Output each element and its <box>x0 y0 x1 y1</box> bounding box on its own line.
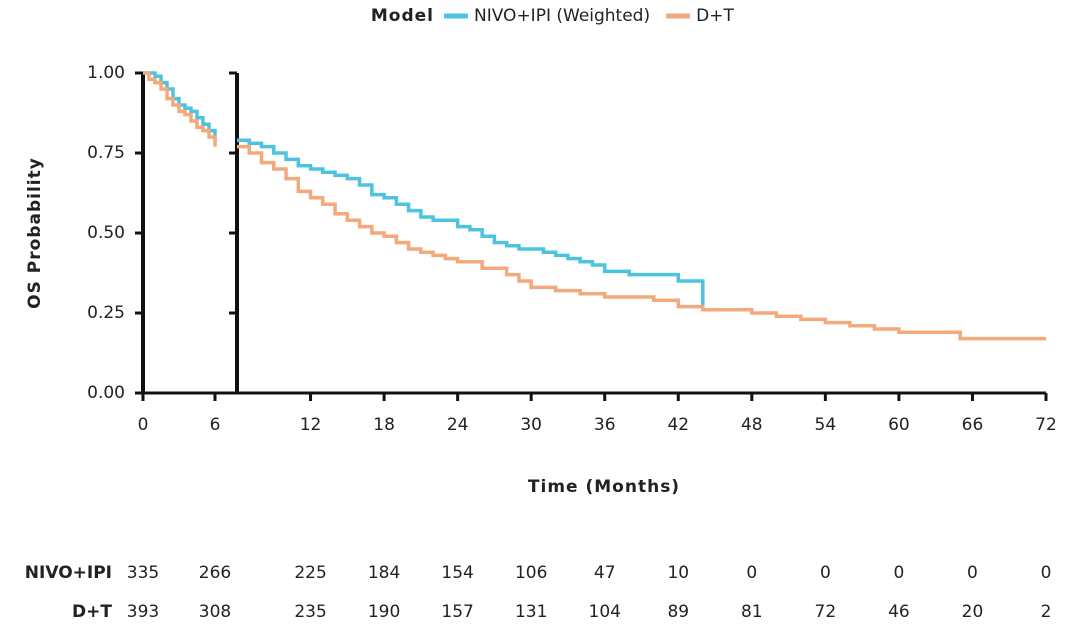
x-tick-label: 24 <box>447 415 469 435</box>
x-tick-label: 66 <box>962 415 984 435</box>
legend-label: D+T <box>696 6 734 26</box>
risk-count: 72 <box>815 602 837 622</box>
x-tick-label: 30 <box>520 415 542 435</box>
x-tick-label: 72 <box>1035 415 1057 435</box>
risk-count: 225 <box>294 563 326 583</box>
legend-label: NIVO+IPI (Weighted) <box>474 6 650 26</box>
survival-curve <box>237 138 752 312</box>
risk-count: 106 <box>515 563 547 583</box>
risk-count: 2 <box>1041 602 1052 622</box>
y-tick-label: 0.50 <box>87 223 125 243</box>
x-tick-label: 18 <box>373 415 395 435</box>
y-axis-title: OS Probability <box>25 157 45 309</box>
risk-count: 154 <box>441 563 473 583</box>
x-tick-label: 42 <box>667 415 689 435</box>
risk-count: 10 <box>667 563 689 583</box>
risk-count: 81 <box>741 602 763 622</box>
risk-row-label: NIVO+IPI <box>25 563 112 583</box>
risk-count: 266 <box>199 563 231 583</box>
x-tick-label: 0 <box>138 415 149 435</box>
x-tick-label: 6 <box>210 415 221 435</box>
survival-curve <box>143 71 217 141</box>
x-tick-label: 48 <box>741 415 763 435</box>
y-tick-label: 1.00 <box>87 63 125 83</box>
legend-title: Model <box>371 6 434 26</box>
y-tick-label: 0.00 <box>87 383 125 403</box>
x-tick-label: 36 <box>594 415 616 435</box>
risk-count: 47 <box>594 563 616 583</box>
x-tick-label: 54 <box>815 415 837 435</box>
risk-count: 20 <box>962 602 984 622</box>
risk-count: 0 <box>820 563 831 583</box>
risk-count: 0 <box>746 563 757 583</box>
x-tick-label: 60 <box>888 415 910 435</box>
risk-count: 393 <box>127 602 159 622</box>
risk-count: 335 <box>127 563 159 583</box>
risk-count: 104 <box>589 602 621 622</box>
risk-count: 0 <box>1041 563 1052 583</box>
risk-count: 308 <box>199 602 231 622</box>
y-tick-label: 0.25 <box>87 303 125 323</box>
x-tick-label: 12 <box>300 415 322 435</box>
risk-row-label: D+T <box>72 602 112 622</box>
risk-count: 157 <box>441 602 473 622</box>
survival-curve <box>143 71 217 147</box>
x-axis-title: Time (Months) <box>528 477 680 497</box>
risk-count: 0 <box>967 563 978 583</box>
risk-count: 46 <box>888 602 910 622</box>
survival-curve <box>237 144 1046 341</box>
risk-count: 190 <box>368 602 400 622</box>
y-tick-label: 0.75 <box>87 143 125 163</box>
risk-count: 131 <box>515 602 547 622</box>
risk-count: 89 <box>667 602 689 622</box>
risk-count: 235 <box>294 602 326 622</box>
risk-count: 0 <box>893 563 904 583</box>
risk-count: 184 <box>368 563 400 583</box>
